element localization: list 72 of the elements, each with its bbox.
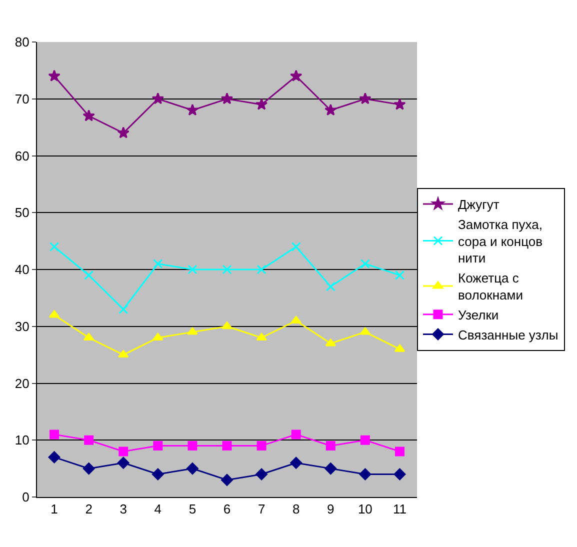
x-tick-label: 11 xyxy=(392,502,406,517)
x-tick-label: 7 xyxy=(258,502,266,517)
point xyxy=(48,451,60,464)
point xyxy=(360,435,370,445)
point xyxy=(359,468,372,480)
point xyxy=(84,435,94,445)
y-tick-label: 40 xyxy=(14,262,30,278)
y-tick-label: 50 xyxy=(14,205,30,220)
point xyxy=(152,92,164,104)
point xyxy=(291,430,301,440)
point xyxy=(290,70,302,82)
point xyxy=(152,468,164,480)
x-tick-label: 6 xyxy=(223,502,231,517)
point xyxy=(118,304,128,314)
point xyxy=(188,264,198,274)
x-tick-label: 1 xyxy=(50,502,58,517)
point xyxy=(82,110,95,122)
y-tick-label: 20 xyxy=(14,376,30,391)
point xyxy=(324,104,337,116)
point xyxy=(359,92,372,104)
y-tick-label: 0 xyxy=(22,490,30,505)
point xyxy=(256,264,266,274)
point xyxy=(117,126,130,138)
point xyxy=(394,468,406,480)
point xyxy=(256,468,268,480)
point xyxy=(222,322,232,330)
point xyxy=(255,98,268,110)
point xyxy=(326,441,336,451)
point xyxy=(50,430,60,440)
point xyxy=(220,92,234,104)
point xyxy=(290,316,302,324)
x-tick-label: 10 xyxy=(358,502,372,517)
y-tick-label: 30 xyxy=(14,318,30,334)
x-tick-label: 9 xyxy=(327,502,334,517)
y-tick-label: 60 xyxy=(14,148,30,164)
point xyxy=(360,259,370,269)
point xyxy=(326,282,336,292)
x-tick-label: 5 xyxy=(188,502,196,517)
point xyxy=(394,98,406,110)
point xyxy=(50,242,60,252)
point xyxy=(48,70,60,82)
x-tick-label: 3 xyxy=(120,502,127,517)
x-tick-label: 4 xyxy=(154,502,162,517)
point xyxy=(82,462,95,475)
legend-label: Замотка пуха, сора и концов нити xyxy=(458,216,543,266)
point xyxy=(324,462,337,475)
point xyxy=(291,242,301,252)
point xyxy=(153,441,163,451)
point xyxy=(187,327,198,335)
point xyxy=(186,462,198,475)
point xyxy=(290,456,302,469)
point xyxy=(188,441,198,451)
point xyxy=(117,456,130,469)
legend-label: Кожетца с волокнами xyxy=(458,270,523,303)
y-tick-label: 70 xyxy=(14,91,30,106)
point xyxy=(118,446,128,456)
point xyxy=(186,104,199,116)
point xyxy=(84,270,94,280)
point xyxy=(256,441,266,451)
point xyxy=(221,474,233,486)
legend-label: Связанные узлы xyxy=(458,327,558,342)
point xyxy=(222,264,232,274)
y-tick-label: 80 xyxy=(14,34,30,50)
x-tick-label: 2 xyxy=(85,502,92,517)
x-tick-label: 8 xyxy=(292,502,300,517)
point xyxy=(394,270,404,280)
legend-label: Джугут xyxy=(458,197,500,212)
legend-label: Узелки xyxy=(458,307,499,322)
y-tick-label: 10 xyxy=(14,432,30,448)
point xyxy=(394,446,404,456)
point xyxy=(153,259,163,269)
point xyxy=(222,441,232,451)
